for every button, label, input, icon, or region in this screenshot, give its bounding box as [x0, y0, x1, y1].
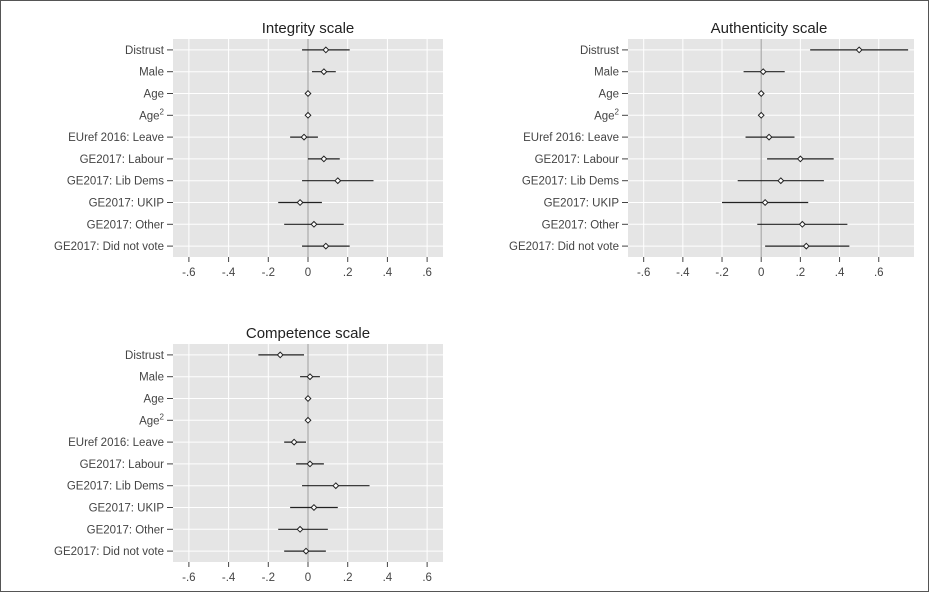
- point-estimate: [310, 503, 318, 512]
- y-tick-label: GE2017: Did not vote: [509, 241, 619, 253]
- point-estimate: [304, 111, 312, 119]
- x-tick-label: -.4: [222, 267, 236, 279]
- y-tick-label: EUref 2016: Leave: [68, 437, 164, 449]
- chart-title: Authenticity scale: [711, 20, 828, 37]
- y-tick-label: GE2017: Labour: [80, 459, 165, 471]
- y-tick-label: Distrust: [125, 350, 165, 362]
- y-tick-label: Age: [144, 89, 164, 101]
- x-tick-label: 0: [305, 267, 311, 279]
- point-estimate: [796, 155, 804, 163]
- y-tick-label: Age2: [139, 412, 164, 427]
- point-estimate: [765, 133, 773, 141]
- x-tick-label: -.4: [676, 267, 690, 279]
- point-estimate: [276, 351, 284, 359]
- x-tick-label: .6: [422, 572, 432, 584]
- point-estimate: [306, 373, 314, 381]
- point-estimate: [759, 68, 767, 76]
- y-tick-label: Male: [139, 67, 164, 79]
- point-estimate: [777, 177, 785, 185]
- x-tick-label: .2: [343, 267, 353, 279]
- point-estimate: [802, 242, 810, 250]
- x-tick-label: .4: [383, 267, 393, 279]
- panel-2: Authenticity scale Distrust Male Age Age2 EUr…: [509, 20, 914, 279]
- y-tick-label: Male: [594, 67, 619, 79]
- x-tick-label: -.2: [262, 267, 275, 279]
- y-tick-label: Age2: [139, 107, 164, 122]
- point-estimate: [322, 46, 330, 54]
- x-tick-label: -.2: [715, 267, 728, 279]
- y-tick-label: GE2017: Did not vote: [54, 241, 164, 253]
- x-tick-label: -.6: [182, 267, 195, 279]
- y-tick-label: Age: [144, 394, 164, 406]
- y-tick-label: Distrust: [125, 45, 165, 57]
- x-tick-label: -.6: [182, 572, 195, 584]
- point-estimate: [322, 242, 330, 250]
- y-tick-label: Age: [599, 89, 619, 101]
- point-estimate: [761, 198, 769, 207]
- y-tick-label: GE2017: UKIP: [89, 503, 165, 515]
- y-tick-label: EUref 2016: Leave: [523, 132, 619, 144]
- point-estimate: [302, 547, 310, 555]
- chart-title: Integrity scale: [262, 20, 355, 37]
- point-estimate: [296, 525, 304, 533]
- y-tick-label: GE2017: Lib Dems: [67, 176, 164, 188]
- x-tick-label: -.6: [637, 267, 650, 279]
- point-estimate: [757, 111, 765, 119]
- x-tick-label: .6: [422, 267, 432, 279]
- point-estimate: [320, 68, 328, 76]
- x-tick-label: .6: [874, 267, 884, 279]
- point-estimate: [798, 220, 806, 228]
- point-estimate: [290, 438, 298, 446]
- chart-title: Competence scale: [246, 325, 370, 342]
- x-tick-label: 0: [305, 572, 311, 584]
- point-estimate: [300, 133, 308, 141]
- x-tick-label: .4: [383, 572, 393, 584]
- x-tick-label: 0: [758, 267, 764, 279]
- point-estimate: [306, 460, 314, 468]
- y-tick-label: GE2017: Did not vote: [54, 546, 164, 558]
- point-estimate: [855, 46, 863, 54]
- y-tick-label: GE2017: Labour: [535, 154, 620, 166]
- y-tick-label: Distrust: [580, 45, 620, 57]
- point-estimate: [310, 220, 318, 228]
- y-tick-label: GE2017: Lib Dems: [522, 176, 619, 188]
- panel-1: Integrity scale Distrust Male Age Age2 EUref …: [54, 20, 443, 279]
- x-tick-label: .2: [796, 267, 806, 279]
- point-estimate: [296, 198, 304, 207]
- point-estimate: [757, 89, 765, 98]
- point-estimate: [304, 394, 312, 403]
- x-tick-label: -.4: [222, 572, 236, 584]
- y-tick-label: GE2017: Labour: [80, 154, 165, 166]
- y-tick-label: Age2: [594, 107, 619, 122]
- point-estimate: [304, 89, 312, 98]
- y-tick-label: GE2017: Other: [542, 219, 620, 231]
- plot-background: [628, 39, 914, 257]
- y-tick-label: GE2017: Other: [87, 219, 165, 231]
- point-estimate: [332, 482, 340, 490]
- y-tick-label: Male: [139, 372, 164, 384]
- y-tick-label: EUref 2016: Leave: [68, 132, 164, 144]
- panel-3: Competence scale Distrust Male Age Age2 EUref…: [54, 325, 443, 584]
- y-tick-label: GE2017: Other: [87, 524, 165, 536]
- y-tick-label: GE2017: UKIP: [89, 198, 165, 210]
- point-estimate: [334, 177, 342, 185]
- x-tick-label: -.2: [262, 572, 275, 584]
- y-tick-label: GE2017: Lib Dems: [67, 481, 164, 493]
- x-tick-label: .2: [343, 572, 353, 584]
- x-tick-label: .4: [835, 267, 845, 279]
- point-estimate: [320, 155, 328, 163]
- point-estimate: [304, 416, 312, 424]
- y-tick-label: GE2017: UKIP: [544, 198, 620, 210]
